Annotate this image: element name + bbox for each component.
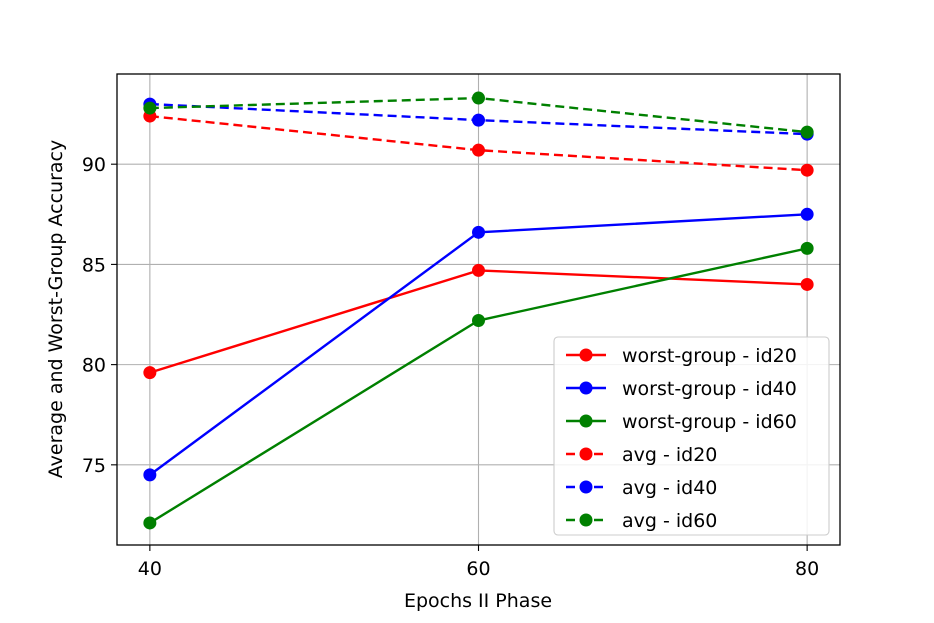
x-tick-label: 40	[138, 558, 162, 580]
data-point	[143, 516, 157, 530]
series-0	[143, 263, 814, 380]
y-axis-label: Average and Worst-Group Accuracy	[45, 140, 67, 478]
series-layer	[143, 91, 814, 530]
y-tick-label: 80	[82, 355, 106, 377]
legend-label: avg - id60	[622, 510, 717, 532]
series-2	[143, 241, 814, 530]
series-5	[143, 91, 814, 139]
data-point	[800, 163, 814, 177]
legend-box	[553, 336, 830, 536]
data-point	[143, 468, 157, 482]
data-point	[472, 263, 485, 277]
legend-label: worst-group - id20	[622, 345, 797, 367]
legend-marker	[579, 513, 593, 527]
data-point	[800, 277, 814, 291]
data-point	[472, 91, 485, 105]
legend-label: avg - id40	[622, 477, 717, 499]
y-axis-ticks: 75 80 85 90	[82, 154, 117, 477]
x-axis-ticks: 40 60 80	[138, 545, 819, 580]
y-tick-label: 75	[82, 455, 106, 477]
x-tick-label: 60	[466, 558, 490, 580]
legend-marker	[579, 348, 593, 362]
legend-marker	[579, 447, 593, 461]
data-point	[800, 241, 814, 255]
x-tick-label: 80	[795, 558, 819, 580]
data-point	[472, 143, 485, 157]
legend-label: avg - id20	[622, 444, 717, 466]
legend: worst-group - id20 worst-group - id40 wors…	[553, 336, 830, 536]
legend-marker	[579, 414, 593, 428]
data-point	[143, 101, 157, 115]
data-point	[472, 314, 485, 328]
data-point	[143, 366, 157, 380]
series-1	[143, 207, 814, 482]
legend-marker	[579, 480, 593, 494]
data-point	[800, 125, 814, 139]
data-point	[472, 225, 485, 239]
data-point	[472, 113, 485, 127]
x-axis-label: Epochs II Phase	[404, 590, 552, 612]
y-tick-label: 90	[82, 154, 106, 176]
y-tick-label: 85	[82, 254, 106, 276]
legend-label: worst-group - id40	[622, 378, 797, 400]
legend-marker	[579, 381, 593, 395]
data-point	[800, 207, 814, 221]
legend-label: worst-group - id60	[622, 411, 797, 433]
